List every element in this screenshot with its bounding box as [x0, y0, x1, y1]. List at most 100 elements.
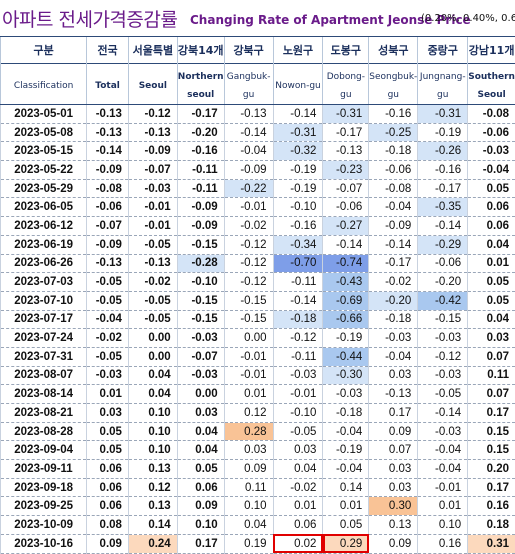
- jungnang-rate-cell: -0.14: [418, 404, 468, 423]
- nowon-rate-cell: -0.12: [273, 329, 323, 348]
- header-jungnang-en: Jungnang-gu: [418, 64, 468, 105]
- nowon-rate-cell: -0.02: [273, 478, 323, 497]
- northern-seoul-rate-cell: -0.03: [177, 366, 224, 385]
- dobong-rate-cell: -0.27: [323, 217, 369, 236]
- nowon-rate-cell: -0.10: [273, 198, 323, 217]
- dobong-rate-cell: -0.31: [323, 105, 369, 124]
- nowon-rate-cell: -0.34: [273, 235, 323, 254]
- seoul-rate-cell: 0.00: [128, 347, 177, 366]
- date-cell: 2023-05-01: [1, 105, 87, 124]
- date-cell: 2023-09-18: [1, 478, 87, 497]
- southern-seoul-rate-cell: 0.07: [468, 385, 515, 404]
- seongbuk-rate-cell: 0.17: [369, 404, 418, 423]
- dobong-rate-cell: -0.18: [323, 404, 369, 423]
- jungnang-rate-cell: -0.19: [418, 123, 468, 142]
- dobong-rate-cell: -0.30: [323, 366, 369, 385]
- header-northern-seoul-ko: 강북14개: [177, 37, 224, 64]
- northern-seoul-rate-cell: -0.20: [177, 123, 224, 142]
- nowon-rate-cell: -0.19: [273, 179, 323, 198]
- southern-seoul-rate-cell: 0.18: [468, 516, 515, 535]
- dobong-rate-cell: -0.66: [323, 310, 369, 329]
- gangbuk-rate-cell: -0.13: [224, 105, 273, 124]
- header-total-en: Total: [87, 64, 129, 105]
- gangbuk-rate-cell: 0.01: [224, 385, 273, 404]
- total-rate-cell: -0.13: [87, 105, 129, 124]
- header-seongbuk-en: Seongbuk-gu: [369, 64, 418, 105]
- date-cell: 2023-10-09: [1, 516, 87, 535]
- gangbuk-rate-cell: 0.03: [224, 441, 273, 460]
- total-rate-cell: 0.01: [87, 385, 129, 404]
- seongbuk-rate-cell: 0.30: [369, 497, 418, 516]
- table-row: 2023-07-10-0.05-0.05-0.15-0.15-0.14-0.69…: [1, 291, 515, 310]
- dobong-rate-cell: -0.14: [323, 235, 369, 254]
- seoul-rate-cell: 0.04: [128, 385, 177, 404]
- total-rate-cell: -0.08: [87, 179, 129, 198]
- jungnang-rate-cell: -0.17: [418, 179, 468, 198]
- date-cell: 2023-07-03: [1, 273, 87, 292]
- gangbuk-rate-cell: -0.22: [224, 179, 273, 198]
- dobong-rate-cell: 0.01: [323, 497, 369, 516]
- date-cell: 2023-06-05: [1, 198, 87, 217]
- seoul-rate-cell: 0.10: [128, 404, 177, 423]
- dobong-rate-cell: -0.07: [323, 179, 369, 198]
- seoul-rate-cell: -0.03: [128, 179, 177, 198]
- total-rate-cell: -0.02: [87, 329, 129, 348]
- dobong-rate-cell: -0.43: [323, 273, 369, 292]
- gangbuk-rate-cell: 0.12: [224, 404, 273, 423]
- header-classification-ko: 구분: [1, 37, 87, 64]
- date-cell: 2023-05-29: [1, 179, 87, 198]
- jungnang-rate-cell: -0.42: [418, 291, 468, 310]
- total-rate-cell: 0.06: [87, 497, 129, 516]
- southern-seoul-rate-cell: 0.16: [468, 497, 515, 516]
- nowon-rate-cell: -0.01: [273, 385, 323, 404]
- seoul-rate-cell: -0.09: [128, 142, 177, 161]
- seongbuk-rate-cell: -0.18: [369, 310, 418, 329]
- total-rate-cell: -0.09: [87, 161, 129, 180]
- table-row: 2023-06-19-0.09-0.05-0.15-0.12-0.34-0.14…: [1, 235, 515, 254]
- jungnang-rate-cell: -0.05: [418, 385, 468, 404]
- seongbuk-rate-cell: -0.17: [369, 254, 418, 273]
- dobong-rate-cell: -0.19: [323, 441, 369, 460]
- northern-seoul-rate-cell: 0.10: [177, 516, 224, 535]
- table-body: 2023-05-01-0.13-0.12-0.17-0.13-0.14-0.31…: [1, 105, 515, 554]
- header-nowon-ko: 노원구: [273, 37, 323, 64]
- southern-seoul-rate-cell: 0.01: [468, 254, 515, 273]
- date-cell: 2023-05-15: [1, 142, 87, 161]
- northern-seoul-rate-cell: 0.03: [177, 404, 224, 423]
- jungnang-rate-cell: -0.03: [418, 422, 468, 441]
- southern-seoul-rate-cell: 0.17: [468, 404, 515, 423]
- northern-seoul-rate-cell: -0.15: [177, 291, 224, 310]
- nowon-rate-cell: -0.18: [273, 310, 323, 329]
- total-rate-cell: -0.05: [87, 291, 129, 310]
- seongbuk-rate-cell: -0.13: [369, 385, 418, 404]
- table-row: 2023-05-08-0.13-0.13-0.20-0.14-0.31-0.17…: [1, 123, 515, 142]
- northern-seoul-rate-cell: -0.17: [177, 105, 224, 124]
- total-rate-cell: -0.14: [87, 142, 129, 161]
- nowon-rate-cell: -0.11: [273, 347, 323, 366]
- table-row: 2023-06-05-0.06-0.01-0.09-0.01-0.10-0.06…: [1, 198, 515, 217]
- southern-seoul-rate-cell: 0.17: [468, 478, 515, 497]
- dobong-rate-cell: -0.44: [323, 347, 369, 366]
- jungnang-rate-cell: -0.03: [418, 366, 468, 385]
- northern-seoul-rate-cell: -0.03: [177, 329, 224, 348]
- dobong-rate-cell: -0.04: [323, 422, 369, 441]
- total-rate-cell: 0.06: [87, 460, 129, 479]
- jungnang-rate-cell: -0.04: [418, 441, 468, 460]
- header-dobong-en: Dobong-gu: [323, 64, 369, 105]
- southern-seoul-rate-cell: 0.05: [468, 179, 515, 198]
- threshold-note: (0.20%, 0.40%, 0.60: [421, 13, 515, 24]
- seongbuk-rate-cell: -0.09: [369, 217, 418, 236]
- gangbuk-rate-cell: -0.12: [224, 235, 273, 254]
- seoul-rate-cell: -0.01: [128, 198, 177, 217]
- northern-seoul-rate-cell: -0.15: [177, 235, 224, 254]
- dobong-rate-cell: -0.17: [323, 123, 369, 142]
- gangbuk-rate-cell: -0.15: [224, 291, 273, 310]
- header-seoul-ko: 서울특별: [128, 37, 177, 64]
- seongbuk-rate-cell: -0.04: [369, 347, 418, 366]
